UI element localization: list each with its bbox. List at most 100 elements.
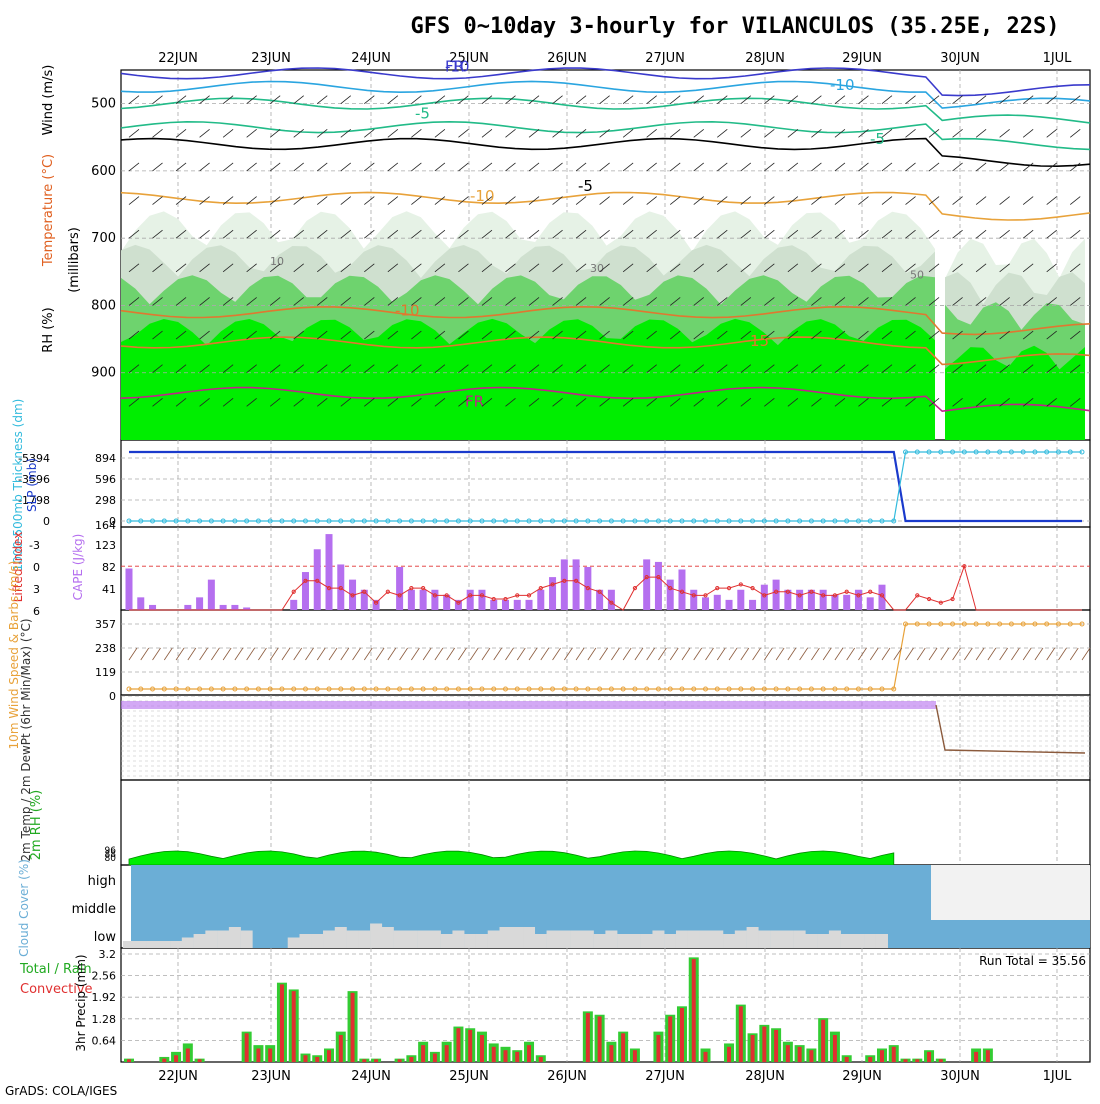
wind-barb <box>199 364 210 374</box>
wind-barb <box>881 95 893 104</box>
wind-barb <box>622 128 634 138</box>
precip-convective-bar <box>338 1035 343 1062</box>
thickness-marker <box>1044 449 1050 455</box>
wind-barb <box>1069 162 1081 172</box>
pressure-tick-label: 500 <box>91 97 116 112</box>
date-label-bottom: 25JUN <box>449 1069 489 1084</box>
wind-barb-10m <box>458 647 467 661</box>
wind-barb <box>905 330 916 340</box>
precip-convective-bar <box>797 1046 802 1062</box>
thickness-marker <box>855 518 861 524</box>
thickness-marker <box>197 518 203 524</box>
wind-barb <box>975 364 987 374</box>
wind10m-axis-label: 10m Wind Speed & Barbs (m/s) <box>7 561 21 750</box>
wind-barb <box>458 263 469 273</box>
wind-barb <box>199 128 210 138</box>
precip-convective-bar <box>515 1051 520 1062</box>
wind-barb <box>669 128 681 138</box>
thickness-marker <box>455 518 461 524</box>
thickness-marker <box>879 518 885 524</box>
precip-convective-bar <box>279 984 284 1062</box>
isotherm-label: 15 <box>750 332 769 350</box>
wind-barb <box>175 128 187 138</box>
cape-bar <box>501 599 509 610</box>
pressure-tick-label: 900 <box>91 366 116 381</box>
wind-barb-10m <box>434 647 444 661</box>
wind-barb-10m <box>1034 647 1044 661</box>
precip-convective-bar <box>785 1045 790 1062</box>
wind-barb <box>364 297 375 306</box>
wind-barb <box>881 263 893 273</box>
wind-barb <box>128 162 140 172</box>
wind-barb <box>222 95 234 104</box>
dewpoint-line <box>935 704 1086 754</box>
li-marker <box>385 589 390 594</box>
wind-barb <box>222 196 234 205</box>
precip-convective-bar <box>374 1059 379 1062</box>
precip-convective-bar <box>268 1048 273 1062</box>
wind-barb <box>387 128 399 138</box>
wind-barb <box>999 196 1010 205</box>
thickness-marker <box>608 518 614 524</box>
wind-barb-10m <box>764 647 773 661</box>
cloud-level-label: low <box>94 930 117 945</box>
wind-barb <box>693 128 704 138</box>
thickness-marker <box>844 518 850 524</box>
wind-barb <box>152 128 163 138</box>
thickness-marker <box>291 518 297 524</box>
cape-tick-label: 82 <box>102 561 116 574</box>
cape-bar <box>454 599 462 610</box>
wind-barb <box>1046 297 1057 306</box>
wind-barb-10m <box>540 647 550 661</box>
wind-speed-marker <box>632 686 638 692</box>
cape-bar <box>549 577 557 610</box>
date-label-top: 24JUN <box>351 51 391 66</box>
wind-barb <box>246 297 257 306</box>
precip-convective-bar <box>456 1028 461 1062</box>
wind-barb <box>269 398 281 407</box>
temp-band <box>121 701 936 709</box>
wind-barb <box>293 263 304 273</box>
li-marker <box>291 589 296 594</box>
thickness-marker <box>208 518 214 524</box>
wind-barb <box>928 263 940 273</box>
low-cloud-bar <box>628 934 641 948</box>
wind-barb <box>834 229 846 239</box>
wind-barb <box>740 128 752 138</box>
wind-barb <box>811 95 822 104</box>
low-cloud-bar <box>240 930 253 948</box>
wind-barb <box>928 162 940 172</box>
cape-bar <box>525 599 533 610</box>
wind-barb <box>246 364 257 374</box>
wind-barb <box>693 162 704 172</box>
wind-barb <box>669 297 681 306</box>
wind-barb <box>293 128 304 138</box>
wind-barb-10m <box>234 647 244 661</box>
thickness-marker <box>244 518 250 524</box>
thickness-marker <box>385 518 391 524</box>
wind-barb <box>599 196 610 205</box>
thickness-marker <box>820 518 826 524</box>
wind-barb <box>269 229 281 239</box>
wind-barb-10m <box>858 647 867 661</box>
wind-barb-10m <box>469 647 479 661</box>
wind-barb-10m <box>716 647 726 661</box>
li-marker <box>762 593 767 598</box>
low-cloud-bar <box>699 930 712 948</box>
isotherm-line <box>120 386 1091 413</box>
precip-convective-bar <box>727 1046 732 1062</box>
precip-convective-bar <box>503 1050 508 1062</box>
low-cloud-bar <box>487 930 500 948</box>
precip-convective-bar <box>621 1033 626 1062</box>
li-marker <box>503 596 508 602</box>
wind-speed-marker <box>997 621 1003 627</box>
chart-title: GFS 0~10day 3-hourly for VILANCULOS (35.… <box>410 14 1059 39</box>
wind-barb-10m <box>411 647 420 661</box>
li-marker <box>373 600 379 605</box>
wind-barb <box>481 196 493 205</box>
wind-barb <box>646 297 657 306</box>
cape-bar <box>513 599 521 610</box>
thickness-marker <box>808 518 814 524</box>
thickness-marker <box>432 518 438 524</box>
date-label-top: 25JUN <box>449 51 489 66</box>
